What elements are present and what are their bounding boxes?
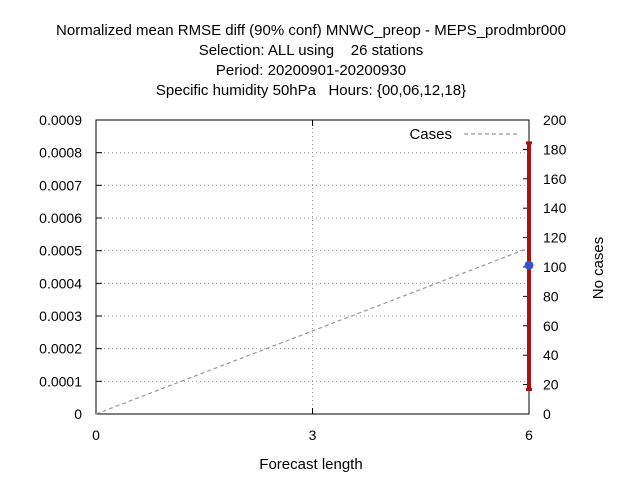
y-tick-label: 0.0001 <box>39 373 82 389</box>
y2-axis: 0 20 40 60 80 100 120 140 160 180 200 <box>523 112 567 422</box>
grid <box>96 120 529 414</box>
y-tick-label: 0.0005 <box>39 243 82 259</box>
y-tick-label: 0 <box>74 406 82 422</box>
y2-tick-label: 0 <box>543 406 551 422</box>
y2-tick-label: 160 <box>543 171 567 187</box>
point-layer <box>524 260 534 270</box>
series-layer <box>95 247 530 415</box>
y2-tick-label: 60 <box>543 318 559 334</box>
x-axis: 0 3 6 <box>92 120 533 443</box>
x-tick-label: 0 <box>92 427 100 443</box>
chart-title-line-4: Specific humidity 50hPa Hours: {00,06,12… <box>156 82 466 99</box>
y-tick-label: 0.0002 <box>39 341 82 357</box>
x-axis-label: Forecast length <box>259 456 362 473</box>
data-point <box>524 260 534 270</box>
series-line-cases <box>95 247 530 415</box>
y-tick-label: 0.0006 <box>39 210 82 226</box>
y-tick-label: 0.0004 <box>39 275 82 291</box>
legend-label-cases: Cases <box>409 126 452 143</box>
chart-title-line-1: Normalized mean RMSE diff (90% conf) MNW… <box>56 22 566 39</box>
y2-tick-label: 100 <box>543 259 567 275</box>
legend: Cases <box>409 126 520 143</box>
y2-tick-label: 180 <box>543 141 567 157</box>
y2-tick-label: 20 <box>543 377 559 393</box>
chart-title-line-2: Selection: ALL using 26 stations <box>199 42 424 59</box>
y2-axis-label: No cases <box>590 237 607 300</box>
y-tick-label: 0.0007 <box>39 177 82 193</box>
y-tick-label: 0.0008 <box>39 145 82 161</box>
y-axis: 0 0.0001 0.0002 0.0003 0.0004 0.0005 0.0006 0.0… <box>39 112 102 422</box>
x-tick-label: 6 <box>525 427 533 443</box>
chart-title-line-3: Period: 20200901-20200930 <box>216 62 406 79</box>
y2-tick-label: 80 <box>543 288 559 304</box>
y2-tick-label: 200 <box>543 112 567 128</box>
y2-tick-label: 40 <box>543 347 559 363</box>
x-tick-label: 3 <box>309 427 317 443</box>
y2-tick-label: 140 <box>543 200 567 216</box>
y2-tick-label: 120 <box>543 230 567 246</box>
y-tick-label: 0.0009 <box>39 112 82 128</box>
y-tick-label: 0.0003 <box>39 308 82 324</box>
